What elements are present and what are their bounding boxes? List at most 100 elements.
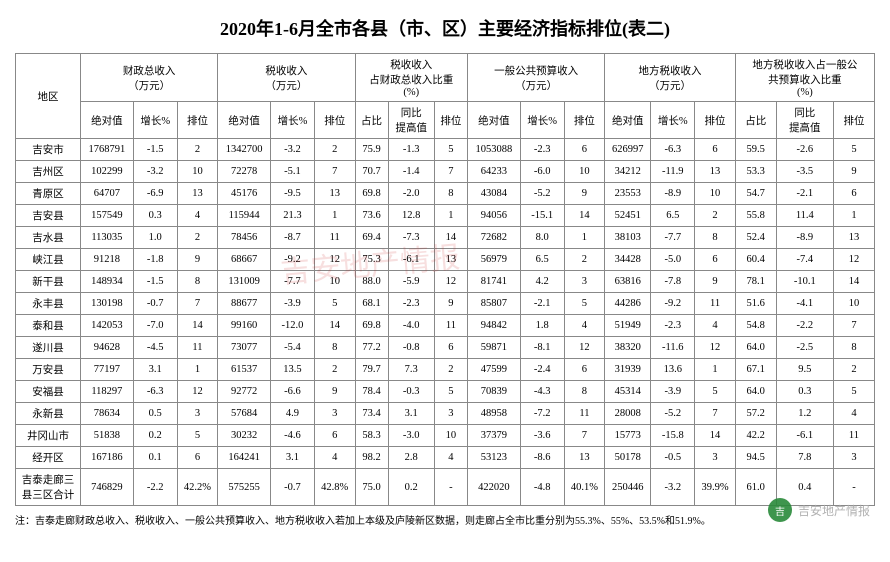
cell-value: -0.5 [651, 447, 695, 469]
table-row: 经开区1671860.161642413.1498.22.8453123-8.6… [16, 447, 875, 469]
cell-region: 安福县 [16, 381, 81, 403]
cell-value: -1.4 [388, 161, 434, 183]
cell-value: 2 [314, 359, 355, 381]
cell-value: -7.3 [388, 227, 434, 249]
cell-value: 73.4 [355, 403, 388, 425]
cell-value: 7 [695, 403, 736, 425]
cell-value: 9 [564, 183, 605, 205]
cell-value: 42.2% [177, 469, 218, 506]
cell-value: -2.2 [133, 469, 177, 506]
cell-value: 5 [564, 293, 605, 315]
cell-value: -3.9 [271, 293, 315, 315]
cell-value: 9 [434, 293, 467, 315]
cell-value: 1 [314, 205, 355, 227]
cell-value: 8 [314, 337, 355, 359]
cell-value: 51.6 [735, 293, 776, 315]
table-row: 永丰县130198-0.7788677-3.9568.1-2.3985807-2… [16, 293, 875, 315]
cell-value: 70839 [467, 381, 520, 403]
cell-value: 3.1 [133, 359, 177, 381]
cell-value: 81741 [467, 271, 520, 293]
col-sub: 同比提高值 [776, 102, 833, 139]
cell-region: 永丰县 [16, 293, 81, 315]
cell-value: 4 [833, 403, 874, 425]
cell-value: 6 [695, 249, 736, 271]
cell-value: 47599 [467, 359, 520, 381]
footnote: 注：吉泰走廊财政总收入、税收收入、一般公共预算收入、地方税收收入若加上本级及庐陵… [15, 512, 875, 527]
cell-value: 60.4 [735, 249, 776, 271]
col-sub: 排位 [833, 102, 874, 139]
cell-value: 2 [314, 139, 355, 161]
table-row: 吉泰走廊三县三区合计746829-2.242.2%575255-0.742.8%… [16, 469, 875, 506]
cell-value: -3.2 [651, 469, 695, 506]
cell-value: 75.9 [355, 139, 388, 161]
cell-value: 56979 [467, 249, 520, 271]
cell-value: -7.8 [651, 271, 695, 293]
cell-value: 44286 [605, 293, 651, 315]
cell-value: 37379 [467, 425, 520, 447]
cell-value: -2.3 [388, 293, 434, 315]
table-row: 吉水县1130351.0278456-8.71169.4-7.314726828… [16, 227, 875, 249]
cell-value: 7.3 [388, 359, 434, 381]
cell-value: 1 [833, 205, 874, 227]
cell-value: 7 [434, 161, 467, 183]
cell-value: 39.9% [695, 469, 736, 506]
cell-value: 250446 [605, 469, 651, 506]
cell-value: 77.2 [355, 337, 388, 359]
cell-region: 吉安县 [16, 205, 81, 227]
cell-value: 13 [695, 161, 736, 183]
cell-value: 12 [314, 249, 355, 271]
col-group: 财政总收入（万元） [81, 54, 218, 102]
cell-value: 2 [695, 205, 736, 227]
cell-value: 21.3 [271, 205, 315, 227]
cell-value: 63816 [605, 271, 651, 293]
cell-value: 8.0 [520, 227, 564, 249]
cell-value: 422020 [467, 469, 520, 506]
cell-value: 78.4 [355, 381, 388, 403]
table-row: 安福县118297-6.31292772-6.6978.4-0.3570839-… [16, 381, 875, 403]
cell-value: 94.5 [735, 447, 776, 469]
cell-value: 5 [833, 139, 874, 161]
cell-value: -9.2 [651, 293, 695, 315]
cell-value: 79.7 [355, 359, 388, 381]
col-sub: 排位 [434, 102, 467, 139]
cell-value: 3.1 [271, 447, 315, 469]
cell-value: 1 [695, 359, 736, 381]
table-row: 吉安县1575490.3411594421.3173.612.8194056-1… [16, 205, 875, 227]
cell-value: 13.5 [271, 359, 315, 381]
cell-value: 1 [177, 359, 218, 381]
cell-value: 94628 [81, 337, 134, 359]
cell-value: -5.2 [651, 403, 695, 425]
cell-value: 3.1 [388, 403, 434, 425]
cell-value: 72682 [467, 227, 520, 249]
cell-value: 78456 [218, 227, 271, 249]
cell-value: 12 [564, 337, 605, 359]
cell-value: 45314 [605, 381, 651, 403]
cell-value: 11 [833, 425, 874, 447]
cell-value: 164241 [218, 447, 271, 469]
cell-value: 15773 [605, 425, 651, 447]
cell-value: 11 [314, 227, 355, 249]
cell-value: -15.8 [651, 425, 695, 447]
cell-value: 7 [833, 315, 874, 337]
cell-value: 31939 [605, 359, 651, 381]
cell-value: -8.7 [271, 227, 315, 249]
cell-value: 64233 [467, 161, 520, 183]
cell-value: 2 [434, 359, 467, 381]
cell-value: -3.2 [133, 161, 177, 183]
cell-value: 14 [564, 205, 605, 227]
cell-value: 113035 [81, 227, 134, 249]
cell-value: 4 [695, 315, 736, 337]
cell-value: 5 [833, 381, 874, 403]
cell-value: -2.1 [520, 293, 564, 315]
cell-value: 98.2 [355, 447, 388, 469]
table-row: 井冈山市518380.2530232-4.6658.3-3.01037379-3… [16, 425, 875, 447]
cell-value: 8 [833, 337, 874, 359]
cell-value: 2 [564, 249, 605, 271]
cell-value: 14 [314, 315, 355, 337]
cell-value: 2.8 [388, 447, 434, 469]
cell-value: 14 [177, 315, 218, 337]
cell-value: 50178 [605, 447, 651, 469]
cell-value: 142053 [81, 315, 134, 337]
cell-value: 9 [314, 381, 355, 403]
cell-value: 6 [833, 183, 874, 205]
